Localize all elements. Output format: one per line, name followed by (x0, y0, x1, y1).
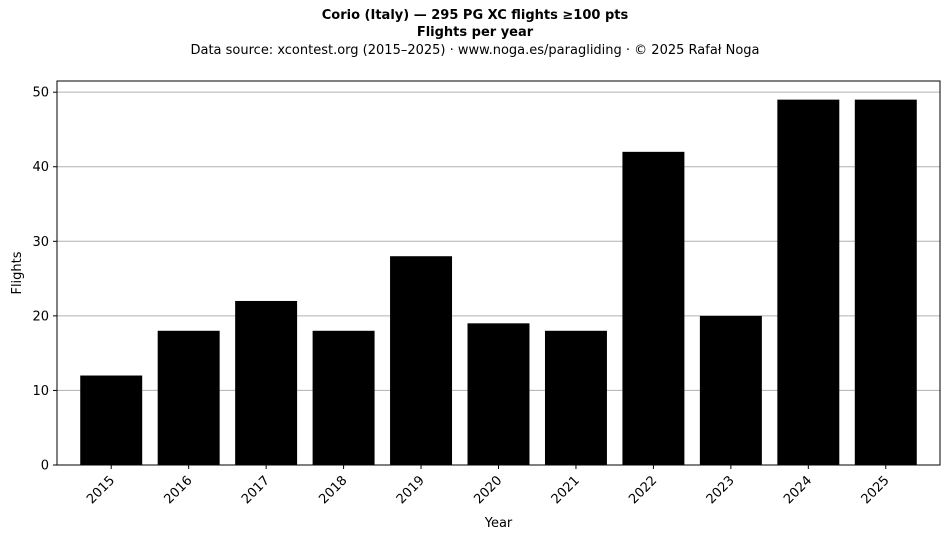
x-tick-label: 2020 (471, 473, 505, 507)
x-tick-label: 2021 (549, 473, 583, 507)
x-tick-label: 2024 (781, 473, 815, 507)
y-axis-label: Flights (10, 251, 25, 294)
x-tick-label: 2018 (316, 473, 350, 507)
bar (854, 99, 917, 465)
y-tick-label: 50 (32, 86, 49, 101)
bar (699, 315, 762, 465)
y-tick-label: 20 (32, 309, 49, 324)
x-tick-label: 2019 (394, 473, 428, 507)
bar (544, 330, 607, 465)
chart-subtitle: Flights per year (416, 25, 534, 40)
x-tick-label: 2016 (161, 473, 195, 507)
bar (622, 151, 685, 465)
y-axis: 0 10 20 30 40 50 (32, 86, 57, 474)
bar (80, 375, 143, 465)
data-source-note: Data source: xcontest.org (2015–2025) · … (190, 43, 760, 58)
x-tick-label: 2023 (704, 473, 738, 507)
y-tick-label: 30 (32, 235, 49, 250)
bar (312, 330, 375, 465)
x-tick-label: 2025 (859, 473, 893, 507)
bar (390, 256, 453, 465)
x-tick-label: 2015 (84, 473, 118, 507)
bar (467, 323, 530, 465)
plot-frame (56, 80, 941, 466)
x-tick-label: 2022 (626, 473, 660, 507)
x-tick-label: 2017 (239, 473, 273, 507)
y-tick-label: 40 (32, 160, 49, 175)
y-tick-label: 10 (32, 384, 49, 399)
chart-title: Corio (Italy) — 295 PG XC flights ≥100 p… (321, 8, 629, 23)
bar (777, 99, 840, 465)
y-tick-label: 0 (41, 459, 49, 474)
bar (235, 300, 298, 465)
bars (80, 99, 917, 465)
x-axis: 2015 2016 2017 2018 2019 2020 2021 2022 2023 2024… (84, 465, 893, 507)
bar (157, 330, 220, 465)
x-axis-label: Year (484, 516, 513, 531)
